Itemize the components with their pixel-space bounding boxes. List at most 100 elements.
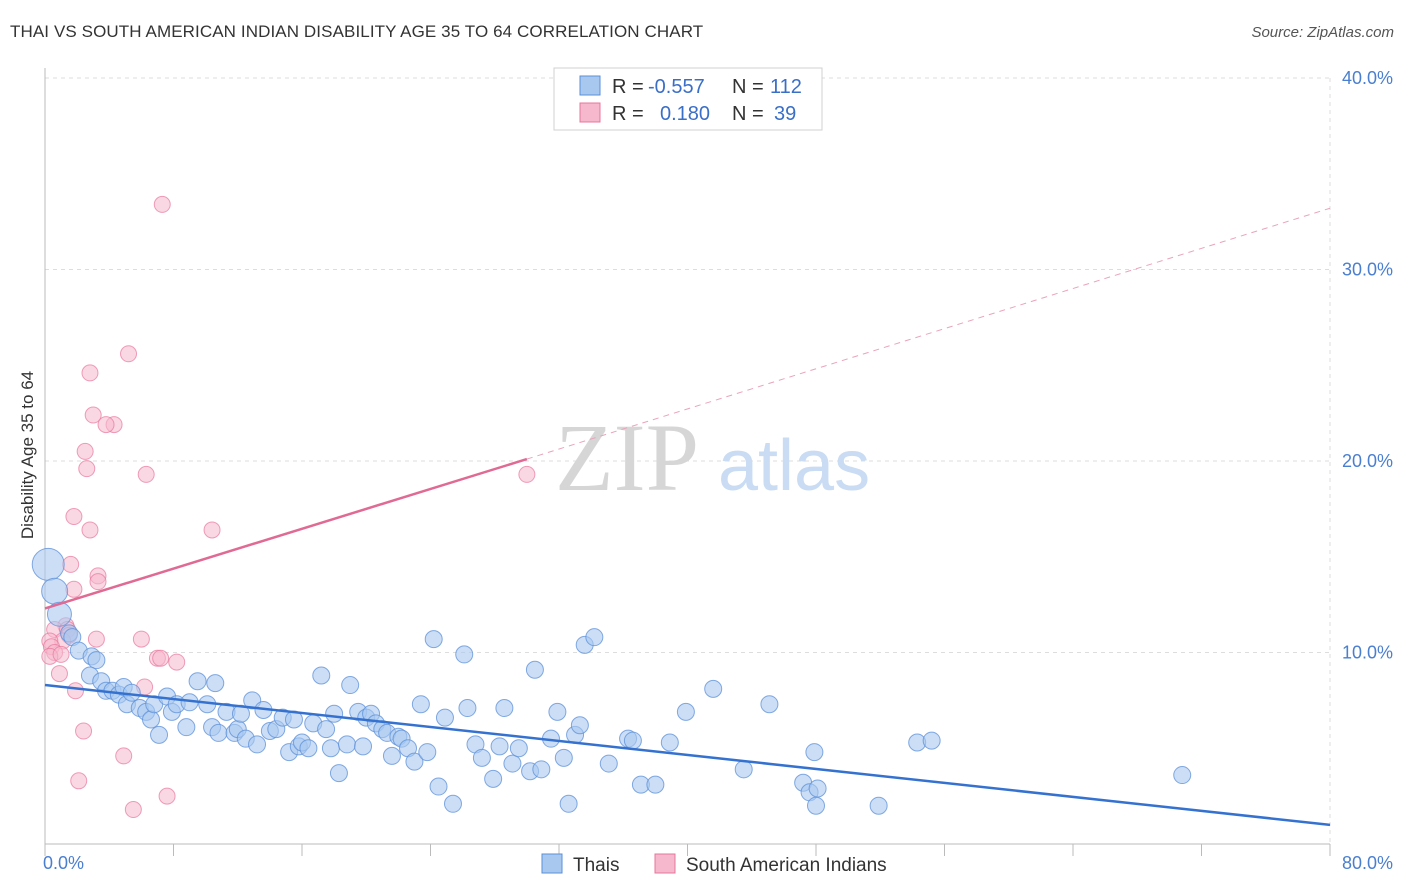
legend-n-label-sai: N = [732,103,764,125]
point-south-american-indians [158,787,176,805]
point-thais [31,547,65,581]
point-south-american-indians [518,465,536,483]
point-south-american-indians [50,665,68,683]
legend-r-value-sai: 0.180 [660,103,710,125]
chart-title: THAI VS SOUTH AMERICAN INDIAN DISABILITY… [10,22,704,41]
point-thais [382,746,401,765]
point-south-american-indians [89,573,107,591]
point-thais [623,731,642,750]
point-thais [142,710,161,729]
point-thais [435,708,454,727]
point-thais [532,760,551,779]
point-thais [559,794,578,813]
point-south-american-indians [120,345,138,363]
point-thais [329,764,348,783]
point-thais [760,695,779,714]
trend-line-south-american-indians-extension [526,207,1331,460]
point-thais [808,779,827,798]
point-thais [150,725,169,744]
point-thais [490,737,509,756]
point-thais [455,645,474,664]
point-thais [87,651,106,670]
point-south-american-indians [65,508,83,526]
watermark-zip: ZIP [555,404,699,511]
point-south-american-indians [65,580,83,598]
point-thais [188,672,207,691]
point-thais [341,676,360,695]
bottom-legend: Thais South American Indians [541,853,887,876]
point-thais [458,699,477,718]
legend-r-value-thais: -0.557 [648,76,705,98]
x-tick-label: 0.0% [43,853,84,873]
trend-line-thais [44,683,1331,827]
point-thais [418,743,437,762]
point-thais [509,739,528,758]
x-tick-label: 80.0% [1342,853,1393,873]
legend-swatch-south-american-indians [579,102,601,123]
y-tick-label: 10.0% [1342,643,1393,663]
point-south-american-indians [78,460,96,478]
y-tick-label: 30.0% [1342,260,1393,280]
trend-line-south-american-indians [44,457,528,610]
axes [44,68,1331,856]
point-south-american-indians [81,364,99,382]
point-south-american-indians [81,521,99,539]
point-thais [495,699,514,718]
point-thais [429,777,448,796]
point-thais [554,748,573,767]
point-thais [317,720,336,739]
point-thais [405,752,424,771]
point-thais [248,735,267,754]
point-thais [46,601,72,627]
point-south-american-indians [70,772,88,790]
x-tick-labels: 0.0% 80.0% [43,853,1393,873]
point-south-american-indians [124,801,142,819]
legend: R = -0.557 N = 112 R = 0.180 N = 39 [553,67,823,131]
bottom-legend-swatch-thais [541,853,563,874]
y-tick-label: 40.0% [1342,68,1393,88]
legend-n-value-sai: 39 [774,103,796,125]
point-south-american-indians [137,465,155,483]
bottom-legend-label-sai: South American Indians [686,855,887,876]
point-south-american-indians [153,195,171,213]
legend-r-label-sai: R = [612,103,644,125]
point-south-american-indians [152,649,170,667]
legend-r-label-thais: R = [612,76,644,98]
point-thais [805,743,824,762]
point-thais [321,739,340,758]
point-thais [646,775,665,794]
watermark-atlas: atlas [718,426,870,506]
point-thais [548,702,567,721]
point-thais [503,754,522,773]
point-thais [472,748,491,767]
watermark: ZIP atlas [555,404,870,511]
y-tick-label: 20.0% [1342,451,1393,471]
point-thais [676,702,695,721]
point-thais [1173,766,1192,785]
bottom-legend-label-thais: Thais [573,855,619,876]
point-south-american-indians [67,682,85,700]
point-south-american-indians [75,722,93,740]
y-axis-label: Disability Age 35 to 64 [18,371,37,539]
trend-lines [44,207,1331,827]
point-thais [411,695,430,714]
point-south-american-indians [87,630,105,648]
point-thais [299,739,318,758]
point-thais [41,577,69,605]
point-thais [206,674,225,693]
point-south-american-indians [84,406,102,424]
point-thais [660,733,679,752]
legend-n-label-thais: N = [732,76,764,98]
point-thais [807,796,825,815]
series-thais-points [31,547,1192,815]
point-thais [443,794,462,813]
point-thais [570,716,589,735]
point-south-american-indians [132,630,150,648]
point-thais [704,679,723,698]
legend-n-value-thais: 112 [770,76,802,98]
point-thais [585,628,604,647]
point-south-american-indians [97,416,115,434]
point-thais [869,796,888,815]
point-south-american-indians [52,645,70,663]
